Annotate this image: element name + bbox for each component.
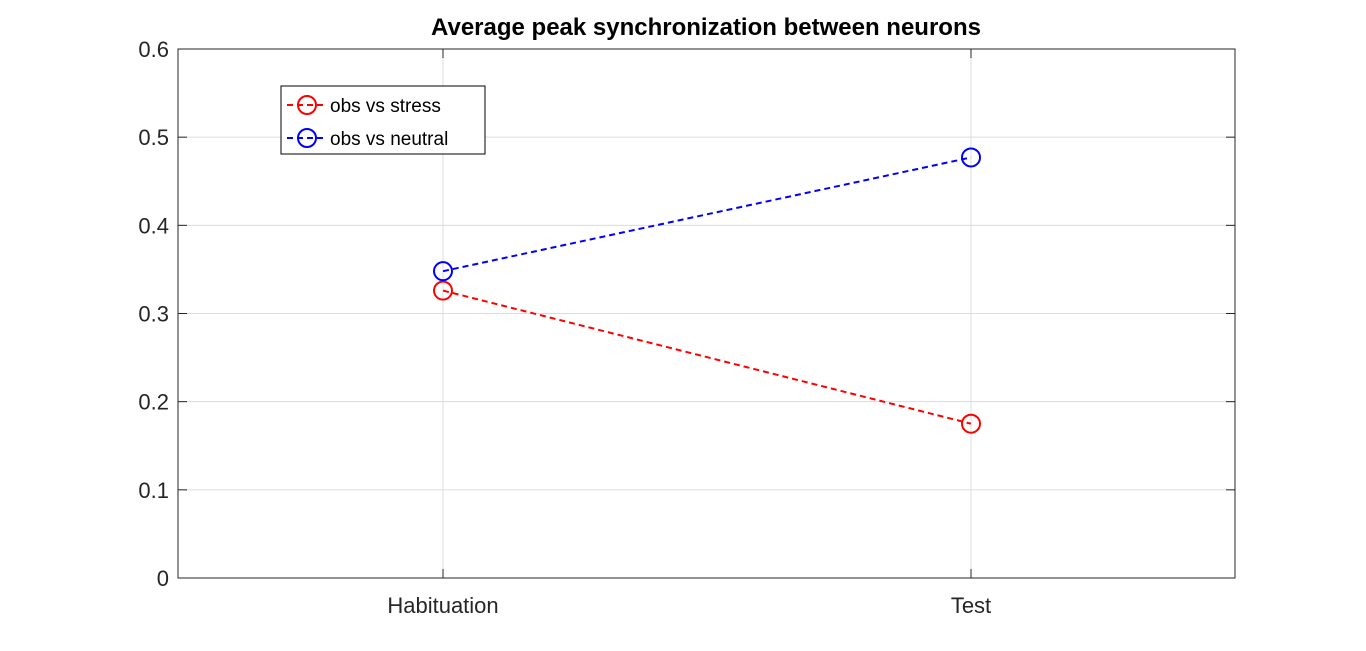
legend-label: obs vs neutral	[330, 129, 448, 150]
legend: obs vs stress obs vs neutral	[280, 85, 486, 155]
x-tick-label: Habituation	[387, 593, 498, 618]
chart-title: Average peak synchronization between neu…	[431, 14, 981, 41]
y-tick-label: 0.1	[138, 478, 169, 503]
series-line-0	[442, 289, 972, 425]
data-point	[961, 147, 981, 168]
legend-marker	[297, 95, 317, 115]
y-tick-label: 0	[157, 566, 169, 591]
y-tick-label: 0.6	[138, 37, 169, 62]
series-layer	[433, 147, 981, 434]
series-line-1	[442, 156, 972, 273]
y-tick-label: 0.3	[138, 302, 169, 327]
y-tick-label: 0.2	[138, 390, 169, 415]
axis-ticks: 0 0.1 0.2 0.3 0.4 0.5 0.6 Habituation Test	[138, 37, 1235, 618]
data-point	[433, 280, 453, 301]
legend-marker	[297, 128, 317, 148]
y-tick-label: 0.4	[138, 213, 169, 238]
data-point	[961, 413, 981, 434]
legend-label: obs vs stress	[330, 96, 441, 117]
y-tick-label: 0.5	[138, 125, 169, 150]
data-point	[433, 261, 453, 282]
x-tick-label: Test	[951, 593, 991, 618]
